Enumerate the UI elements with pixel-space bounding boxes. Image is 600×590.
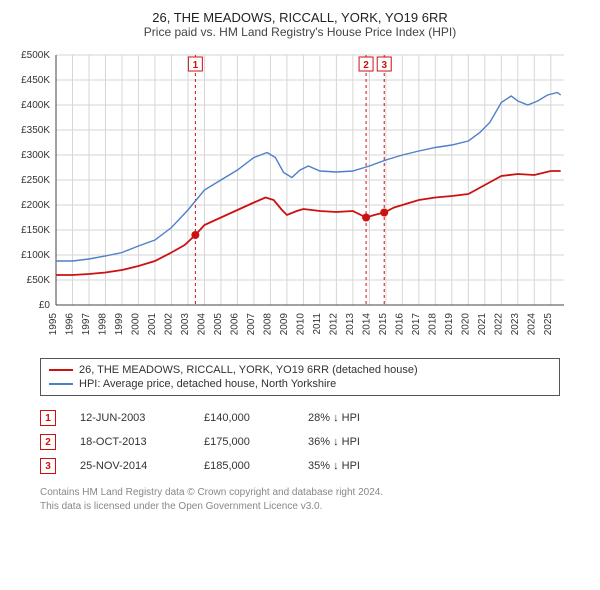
- transaction-price: £185,000: [204, 460, 284, 472]
- svg-text:1996: 1996: [64, 313, 75, 336]
- transaction-marker-3: 3: [40, 458, 56, 474]
- legend-label-hpi: HPI: Average price, detached house, Nort…: [79, 378, 336, 390]
- chart-area: £0 £50K £100K £150K £200K £250K £300K £350K £400…: [10, 45, 590, 350]
- transaction-row: 1 12-JUN-2003 £140,000 28% ↓ HPI: [40, 406, 560, 430]
- chart-title-line1: 26, THE MEADOWS, RICCALL, YORK, YO19 6RR: [10, 10, 590, 25]
- transactions-table: 1 12-JUN-2003 £140,000 28% ↓ HPI 2 18-OC…: [40, 406, 560, 478]
- svg-text:2018: 2018: [427, 313, 438, 336]
- svg-text:£400K: £400K: [21, 100, 50, 111]
- price-chart-svg: £0 £50K £100K £150K £200K £250K £300K £350K £400…: [10, 45, 570, 345]
- svg-text:£0: £0: [39, 300, 51, 311]
- svg-text:£150K: £150K: [21, 225, 50, 236]
- svg-text:2025: 2025: [543, 313, 554, 336]
- svg-text:2023: 2023: [510, 313, 521, 336]
- svg-text:1998: 1998: [97, 313, 108, 336]
- svg-text:2019: 2019: [444, 313, 455, 336]
- svg-text:1999: 1999: [114, 313, 125, 336]
- transaction-diff: 36% ↓ HPI: [308, 436, 408, 448]
- transaction-diff: 28% ↓ HPI: [308, 412, 408, 424]
- svg-text:£450K: £450K: [21, 75, 50, 86]
- svg-text:2006: 2006: [229, 313, 240, 336]
- svg-text:2017: 2017: [411, 313, 422, 336]
- svg-text:2005: 2005: [213, 313, 224, 336]
- svg-text:2000: 2000: [130, 313, 141, 336]
- transaction-diff: 35% ↓ HPI: [308, 460, 408, 472]
- transaction-row: 3 25-NOV-2014 £185,000 35% ↓ HPI: [40, 454, 560, 478]
- legend-label-property: 26, THE MEADOWS, RICCALL, YORK, YO19 6RR…: [79, 364, 418, 376]
- svg-text:2015: 2015: [378, 313, 389, 336]
- svg-text:2021: 2021: [477, 313, 488, 336]
- attribution: Contains HM Land Registry data © Crown c…: [40, 486, 560, 514]
- transaction-row: 2 18-OCT-2013 £175,000 36% ↓ HPI: [40, 430, 560, 454]
- attribution-line2: This data is licensed under the Open Gov…: [40, 500, 560, 514]
- svg-text:2004: 2004: [196, 313, 207, 336]
- svg-text:£300K: £300K: [21, 150, 50, 161]
- svg-text:2008: 2008: [262, 313, 273, 336]
- svg-text:2009: 2009: [279, 313, 290, 336]
- svg-text:2002: 2002: [163, 313, 174, 336]
- legend-item-property: 26, THE MEADOWS, RICCALL, YORK, YO19 6RR…: [49, 363, 551, 377]
- svg-text:2001: 2001: [147, 313, 158, 336]
- svg-text:£200K: £200K: [21, 200, 50, 211]
- transaction-marker-2: 2: [40, 434, 56, 450]
- legend-item-hpi: HPI: Average price, detached house, Nort…: [49, 377, 551, 391]
- svg-text:2013: 2013: [345, 313, 356, 336]
- svg-text:£100K: £100K: [21, 250, 50, 261]
- legend-swatch-property: [49, 369, 73, 371]
- svg-text:1: 1: [193, 60, 199, 71]
- svg-text:2024: 2024: [526, 313, 537, 336]
- transaction-date: 18-OCT-2013: [80, 436, 180, 448]
- transaction-date: 12-JUN-2003: [80, 412, 180, 424]
- svg-text:2016: 2016: [394, 313, 405, 336]
- svg-text:2020: 2020: [460, 313, 471, 336]
- svg-text:2014: 2014: [361, 313, 372, 336]
- svg-text:£250K: £250K: [21, 175, 50, 186]
- svg-text:2003: 2003: [180, 313, 191, 336]
- attribution-line1: Contains HM Land Registry data © Crown c…: [40, 486, 560, 500]
- svg-text:1997: 1997: [81, 313, 92, 336]
- svg-text:£350K: £350K: [21, 125, 50, 136]
- svg-text:3: 3: [381, 60, 387, 71]
- chart-title-line2: Price paid vs. HM Land Registry's House …: [10, 25, 590, 39]
- svg-text:£50K: £50K: [27, 275, 51, 286]
- transaction-price: £140,000: [204, 412, 284, 424]
- svg-text:2: 2: [363, 60, 369, 71]
- legend-swatch-hpi: [49, 383, 73, 385]
- svg-text:2007: 2007: [246, 313, 257, 336]
- legend-box: 26, THE MEADOWS, RICCALL, YORK, YO19 6RR…: [40, 358, 560, 396]
- svg-text:2011: 2011: [312, 313, 323, 335]
- transaction-price: £175,000: [204, 436, 284, 448]
- svg-text:1995: 1995: [48, 313, 59, 336]
- svg-text:£500K: £500K: [21, 50, 50, 61]
- svg-text:2022: 2022: [493, 313, 504, 336]
- svg-text:2010: 2010: [295, 313, 306, 336]
- transaction-date: 25-NOV-2014: [80, 460, 180, 472]
- transaction-marker-1: 1: [40, 410, 56, 426]
- svg-text:2012: 2012: [328, 313, 339, 336]
